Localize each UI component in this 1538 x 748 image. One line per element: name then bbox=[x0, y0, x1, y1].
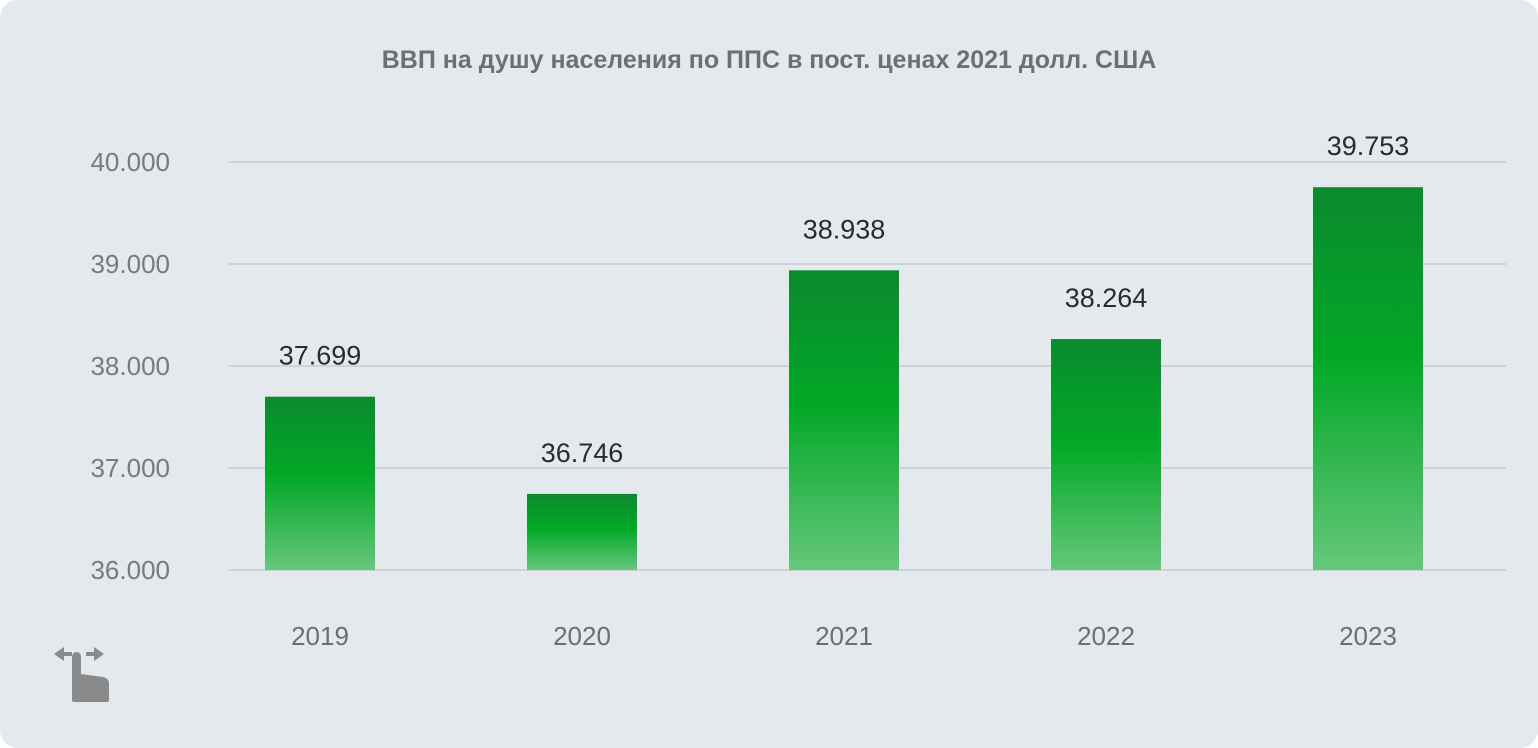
y-tick-label: 40.000 bbox=[90, 147, 170, 177]
data-labels: 37.699 36.746 38.938 38.264 39.753 bbox=[279, 131, 1410, 468]
swipe-hand-icon[interactable] bbox=[52, 644, 114, 706]
bar-value-label: 37.699 bbox=[279, 341, 362, 371]
x-tick-label: 2019 bbox=[291, 621, 349, 651]
bar-value-label: 38.264 bbox=[1065, 283, 1148, 313]
bars bbox=[265, 187, 1423, 570]
bar bbox=[789, 270, 899, 570]
x-tick-label: 2021 bbox=[815, 621, 873, 651]
y-axis: 36.000 37.000 38.000 39.000 40.000 bbox=[90, 147, 170, 585]
bar bbox=[1313, 187, 1423, 570]
chart-title: ВВП на душу населения по ППС в пост. цен… bbox=[381, 46, 1157, 74]
bar bbox=[1051, 339, 1161, 570]
x-tick-label: 2023 bbox=[1339, 621, 1397, 651]
y-tick-label: 37.000 bbox=[90, 453, 170, 483]
y-tick-label: 39.000 bbox=[90, 249, 170, 279]
x-axis: 2019 2020 2021 2022 2023 bbox=[291, 621, 1397, 651]
y-tick-label: 36.000 bbox=[90, 555, 170, 585]
x-tick-label: 2022 bbox=[1077, 621, 1135, 651]
bar bbox=[265, 396, 375, 570]
bar bbox=[527, 493, 637, 570]
x-tick-label: 2020 bbox=[553, 621, 611, 651]
bar-value-label: 38.938 bbox=[803, 214, 886, 244]
bar-value-label: 39.753 bbox=[1327, 131, 1410, 161]
bar-value-label: 36.746 bbox=[541, 438, 624, 468]
y-tick-label: 38.000 bbox=[90, 351, 170, 381]
